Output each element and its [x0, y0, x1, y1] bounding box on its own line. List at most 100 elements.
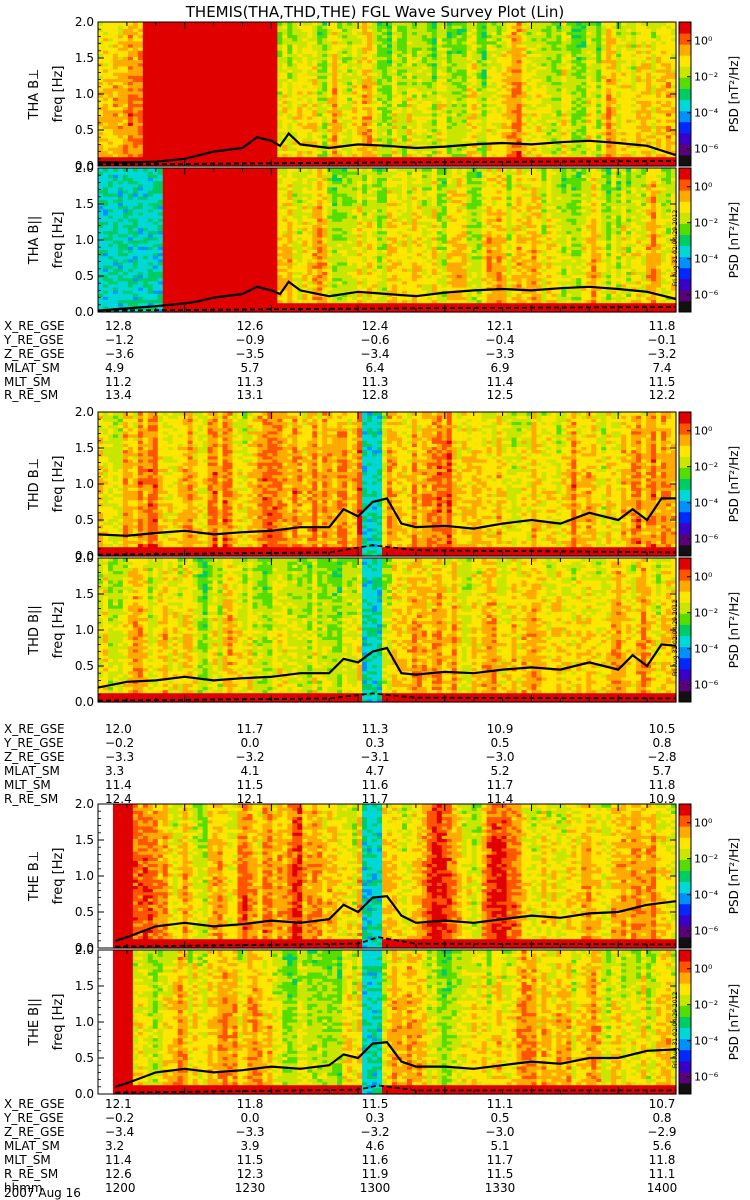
spectrogram-cell: [112, 131, 119, 136]
spectrogram-cell: [317, 150, 323, 155]
spectrogram-cell: [152, 97, 159, 101]
spectrogram-cell: [262, 128, 269, 133]
spectrogram-cell: [167, 78, 174, 83]
spectrogram-cell: [242, 53, 249, 58]
spectrogram-cell: [272, 153, 278, 158]
spectrogram-cell: [257, 75, 264, 79]
spectrogram-cell: [112, 53, 119, 58]
spectrogram-cell: [317, 140, 323, 145]
spectrogram-cell: [192, 144, 199, 148]
spectrogram-cell: [327, 159, 333, 164]
spectrogram-cell: [167, 87, 174, 92]
spectrogram-cell: [347, 65, 353, 70]
spectrogram-cell: [262, 87, 269, 92]
spectrogram-cell: [257, 53, 264, 58]
spectrogram-cell: [177, 78, 184, 83]
spectrogram-cell: [362, 119, 368, 123]
spectrogram-cell: [342, 22, 348, 26]
spectrogram-cell: [342, 37, 348, 42]
spectrogram-cell: [302, 72, 308, 76]
spectrogram-cell: [102, 156, 109, 161]
spectrogram-cell: [232, 81, 239, 86]
spectrogram-cell: [357, 137, 363, 142]
spectrogram-cell: [322, 84, 328, 89]
spectrogram-cell: [277, 84, 283, 89]
spectrogram-cell: [362, 106, 368, 111]
spectrogram-cell: [367, 115, 373, 120]
spectrogram-cell: [202, 119, 209, 123]
spectrogram-cell: [377, 25, 383, 29]
spectrogram-cell: [197, 106, 204, 111]
spectrogram-cell: [322, 112, 328, 117]
spectrogram-cell: [372, 103, 378, 108]
spectrogram-cell: [227, 50, 234, 54]
spectrogram-cell: [262, 112, 269, 117]
spectrogram-cell: [342, 68, 348, 73]
spectrogram-cell: [312, 28, 318, 32]
spectrogram-cell: [237, 125, 244, 130]
spectrogram-cell: [197, 115, 204, 120]
spectrogram-cell: [242, 22, 249, 26]
spectrogram-cell: [317, 109, 323, 114]
spectrogram-cell: [362, 125, 368, 130]
spectrogram-cell: [242, 153, 249, 158]
spectrogram-cell: [317, 119, 323, 123]
spectrogram-cell: [317, 34, 323, 39]
spectrogram-cell: [387, 37, 393, 42]
spectrogram-cell: [387, 103, 393, 108]
spectrogram-cell: [217, 43, 224, 48]
spectrogram-cell: [396, 137, 403, 142]
spectrogram-cell: [282, 59, 288, 64]
spectrogram-cell: [282, 22, 288, 26]
spectrogram-cell: [98, 31, 104, 36]
spectrogram-cell: [142, 59, 149, 64]
spectrogram-cell: [192, 47, 199, 51]
spectrogram-cell: [322, 78, 328, 83]
spectrogram-cell: [112, 147, 119, 151]
spectrogram-cell: [102, 144, 109, 148]
spectrogram-cell: [267, 131, 273, 136]
spectrogram-cell: [222, 109, 229, 114]
spectrogram-cell: [132, 162, 139, 167]
spectrogram-cell: [302, 140, 308, 145]
spectrogram-cell: [147, 153, 154, 158]
spectrogram-cell: [127, 134, 134, 139]
spectrogram-cell: [332, 162, 338, 167]
spectrogram-cell: [277, 125, 283, 130]
spectrogram-cell: [247, 156, 254, 161]
spectrogram-cell: [192, 34, 199, 39]
spectrogram-cell: [391, 90, 398, 95]
spectrogram-cell: [137, 153, 144, 158]
spectrogram-cell: [207, 134, 214, 139]
spectrogram-cell: [142, 97, 149, 101]
spectrogram-cell: [182, 40, 189, 45]
spectrogram-cell: [197, 22, 204, 26]
spectrogram-cell: [227, 115, 234, 120]
spectrogram-cell: [297, 159, 303, 164]
spectrogram-cell: [197, 159, 204, 164]
spectrogram-cell: [287, 40, 293, 45]
spectrogram-cell: [157, 84, 164, 89]
spectrogram-cell: [127, 156, 134, 161]
spectrogram-cell: [312, 140, 318, 145]
spectrogram-cell: [212, 65, 219, 70]
spectrogram-cell: [177, 119, 184, 123]
spectrogram-cell: [182, 122, 189, 126]
spectrogram-cell: [247, 22, 254, 26]
spectrogram-cell: [252, 156, 259, 161]
spectrogram-cell: [157, 72, 164, 76]
spectrogram-cell: [312, 100, 318, 104]
spectrogram-cell: [157, 153, 164, 158]
spectrogram-cell: [292, 53, 298, 58]
spectrogram-cell: [167, 131, 174, 136]
spectrogram-cell: [142, 53, 149, 58]
spectrogram-cell: [98, 147, 104, 151]
spectrogram-cell: [347, 84, 353, 89]
spectrogram-cell: [352, 119, 358, 123]
spectrogram-cell: [187, 34, 194, 39]
spectrogram-cell: [372, 122, 378, 126]
spectrogram-cell: [332, 84, 338, 89]
spectrogram-cell: [207, 153, 214, 158]
spectrogram-cell: [242, 81, 249, 86]
spectrogram-cell: [142, 65, 149, 70]
